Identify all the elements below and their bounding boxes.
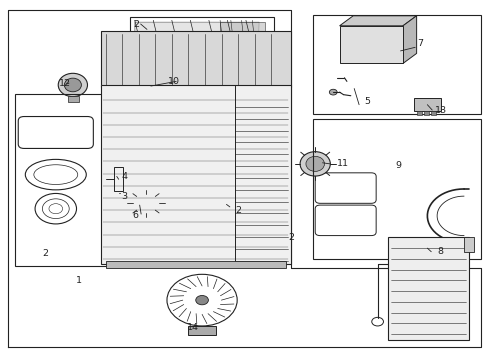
Bar bbox=[105, 261, 285, 268]
Text: 12: 12 bbox=[59, 79, 71, 88]
Text: 2: 2 bbox=[133, 19, 139, 28]
Ellipse shape bbox=[139, 198, 153, 208]
Bar bbox=[234, 85, 290, 264]
Text: 2: 2 bbox=[235, 206, 241, 215]
Bar bbox=[463, 237, 473, 252]
Text: 13: 13 bbox=[434, 105, 446, 114]
Bar bbox=[423, 111, 428, 116]
Text: 2: 2 bbox=[288, 233, 294, 242]
Text: 10: 10 bbox=[167, 77, 179, 86]
Polygon shape bbox=[402, 16, 416, 63]
Ellipse shape bbox=[305, 156, 324, 171]
Ellipse shape bbox=[133, 77, 156, 96]
Ellipse shape bbox=[300, 152, 330, 176]
Bar bbox=[68, 96, 79, 102]
Bar bbox=[339, 26, 402, 63]
Text: 6: 6 bbox=[132, 211, 138, 220]
Text: 5: 5 bbox=[363, 96, 369, 105]
Bar bbox=[312, 15, 480, 114]
Polygon shape bbox=[135, 22, 259, 85]
Circle shape bbox=[329, 89, 336, 95]
Text: 14: 14 bbox=[187, 323, 199, 332]
Text: 11: 11 bbox=[336, 159, 348, 168]
Ellipse shape bbox=[64, 78, 81, 92]
Ellipse shape bbox=[110, 192, 125, 199]
Bar bbox=[413, 98, 440, 111]
Bar bbox=[114, 167, 123, 191]
Polygon shape bbox=[220, 22, 265, 83]
Text: 9: 9 bbox=[395, 161, 401, 170]
Text: 7: 7 bbox=[417, 39, 423, 48]
Ellipse shape bbox=[58, 73, 87, 96]
Text: 8: 8 bbox=[436, 247, 442, 256]
Bar bbox=[15, 94, 108, 266]
Bar bbox=[101, 31, 290, 87]
Bar bbox=[188, 326, 215, 335]
Ellipse shape bbox=[138, 82, 150, 92]
Bar bbox=[387, 237, 468, 339]
Bar bbox=[101, 85, 290, 264]
Circle shape bbox=[195, 296, 208, 305]
Bar bbox=[312, 119, 480, 259]
Polygon shape bbox=[339, 16, 416, 26]
Bar bbox=[430, 111, 435, 116]
Text: 2: 2 bbox=[42, 249, 48, 258]
Bar bbox=[101, 31, 290, 87]
Text: 4: 4 bbox=[122, 172, 127, 181]
Ellipse shape bbox=[132, 193, 159, 213]
Text: 3: 3 bbox=[122, 192, 127, 201]
Text: 1: 1 bbox=[76, 276, 82, 285]
Bar bbox=[130, 17, 273, 87]
Bar bbox=[416, 111, 421, 116]
Bar bbox=[101, 85, 290, 264]
